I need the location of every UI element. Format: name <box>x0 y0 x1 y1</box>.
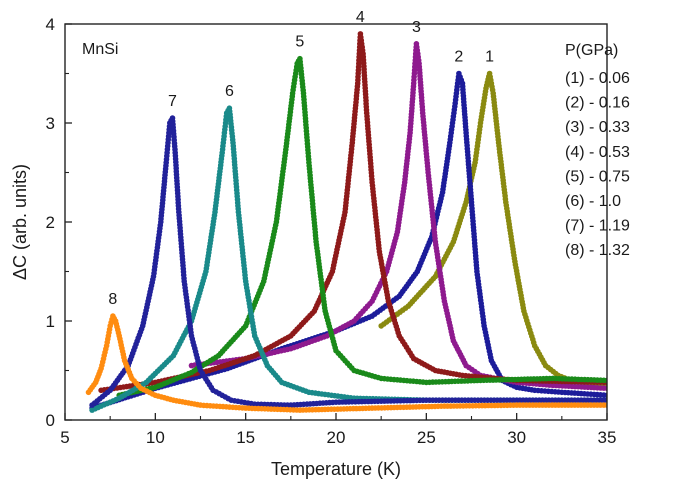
y-tick-label: 2 <box>46 213 55 232</box>
plot-frame <box>64 23 608 421</box>
x-tick-label: 25 <box>417 428 436 447</box>
legend-entry: (5) - 0.75 <box>565 168 630 185</box>
x-tick-label: 5 <box>60 428 69 447</box>
series-label: 7 <box>168 93 177 110</box>
legend-entry: (3) - 0.33 <box>565 119 630 136</box>
series-3 <box>188 41 607 392</box>
series-layer <box>85 31 607 413</box>
legend-entry: (8) - 1.32 <box>565 242 630 259</box>
series-label: 4 <box>356 9 365 26</box>
legend-entry: (7) - 1.19 <box>565 218 630 235</box>
series-label: 6 <box>225 83 234 100</box>
y-tick-label: 3 <box>46 114 55 133</box>
series-label: 1 <box>485 49 494 66</box>
series-label: 3 <box>412 19 421 36</box>
x-tick-label: 30 <box>507 428 526 447</box>
x-axis-title: Temperature (K) <box>271 459 401 479</box>
x-tick-label: 15 <box>236 428 255 447</box>
x-tick-label: 10 <box>146 428 165 447</box>
series-label: 2 <box>454 49 463 66</box>
legend-entry: (6) - 1.0 <box>565 193 621 210</box>
series-7 <box>89 115 607 408</box>
series-4 <box>98 31 607 394</box>
legend-entry: (2) - 0.16 <box>565 95 630 112</box>
y-tick-label: 0 <box>46 411 55 430</box>
x-tick-label: 20 <box>327 428 346 447</box>
legend-entry: (4) - 0.53 <box>565 144 630 161</box>
series-1 <box>378 70 607 389</box>
x-tick-label: 35 <box>598 428 617 447</box>
label-layer: 1 2 3 4 5 6 7 8 <box>108 9 494 308</box>
y-tick-label: 4 <box>46 15 55 34</box>
y-axis-title: ΔC (arb. units) <box>10 164 30 280</box>
material-annotation: MnSi <box>82 41 118 58</box>
series-label: 5 <box>295 34 304 51</box>
series-8 <box>85 313 607 413</box>
legend-entry: (1) - 0.06 <box>565 70 630 87</box>
series-label: 8 <box>108 291 117 308</box>
legend-entries: (1) - 0.06 (2) - 0.16 (3) - 0.33 (4) - 0.53… <box>565 70 630 259</box>
y-tick-label: 1 <box>46 312 55 331</box>
legend-title: P(GPa) <box>565 42 618 59</box>
legend: P(GPa) (1) - 0.06 (2) - 0.16 (3) - 0.33 (4)… <box>565 42 630 259</box>
